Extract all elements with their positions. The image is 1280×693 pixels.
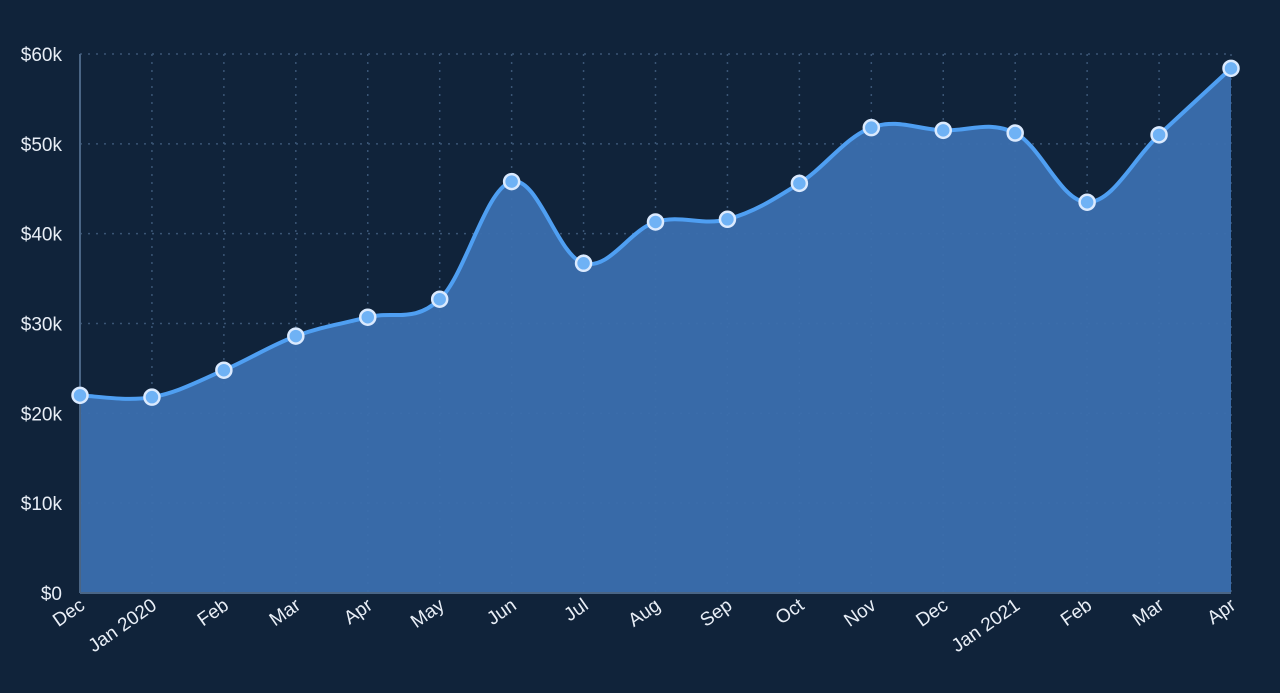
data-point bbox=[574, 254, 593, 273]
y-tick-label: $10k bbox=[21, 494, 63, 515]
data-point bbox=[287, 327, 305, 345]
x-tick-label: May bbox=[407, 595, 449, 633]
x-tick-label: Dec bbox=[912, 595, 952, 632]
y-tick-label: $20k bbox=[21, 404, 63, 425]
x-tick-label: Jan 2020 bbox=[85, 595, 161, 657]
data-point bbox=[718, 210, 737, 229]
x-tick-label: Feb bbox=[194, 595, 233, 631]
x-tick-label: Jun bbox=[483, 595, 520, 630]
data-point bbox=[143, 388, 161, 406]
x-tick-label: Apr bbox=[340, 595, 377, 630]
data-point bbox=[1078, 193, 1096, 211]
x-tick-label: Mar bbox=[1129, 595, 1168, 631]
data-point bbox=[71, 386, 89, 405]
data-point bbox=[862, 118, 881, 137]
data-point bbox=[1222, 59, 1240, 78]
x-tick-labels: Dec Jan 2020 Feb Mar Apr May Jun Jul Aug Sep Oct No… bbox=[49, 594, 1240, 656]
x-tick-label: Jan 2021 bbox=[948, 595, 1024, 657]
x-tick-label: Apr bbox=[1204, 595, 1241, 630]
y-tick-label: $60k bbox=[21, 45, 63, 66]
data-point bbox=[1150, 126, 1168, 144]
data-point bbox=[934, 121, 952, 140]
data-point bbox=[430, 290, 449, 308]
x-tick-label: Aug bbox=[625, 595, 665, 632]
data-point bbox=[1006, 124, 1024, 142]
area-layer bbox=[80, 68, 1231, 593]
y-tick-label: $50k bbox=[21, 135, 63, 156]
data-point bbox=[359, 308, 377, 326]
x-tick-label: Jul bbox=[560, 595, 592, 626]
x-tick-label: Mar bbox=[266, 595, 305, 631]
data-point bbox=[215, 361, 233, 379]
data-point bbox=[790, 174, 809, 193]
x-tick-label: Oct bbox=[772, 594, 809, 629]
data-point bbox=[502, 172, 521, 191]
y-tick-label: $40k bbox=[21, 225, 63, 246]
y-tick-label: $0 bbox=[41, 584, 62, 605]
y-tick-label: $30k bbox=[21, 315, 63, 336]
axes bbox=[79, 54, 1231, 594]
x-tick-label: Sep bbox=[697, 595, 737, 632]
x-tick-label: Feb bbox=[1057, 595, 1096, 631]
points bbox=[71, 59, 1240, 406]
data-point bbox=[646, 213, 665, 231]
area-fill bbox=[80, 68, 1231, 593]
y-tick-labels: $0 $10k $20k $30k $40k $50k $60k bbox=[21, 45, 63, 605]
x-tick-label: Nov bbox=[840, 595, 880, 632]
